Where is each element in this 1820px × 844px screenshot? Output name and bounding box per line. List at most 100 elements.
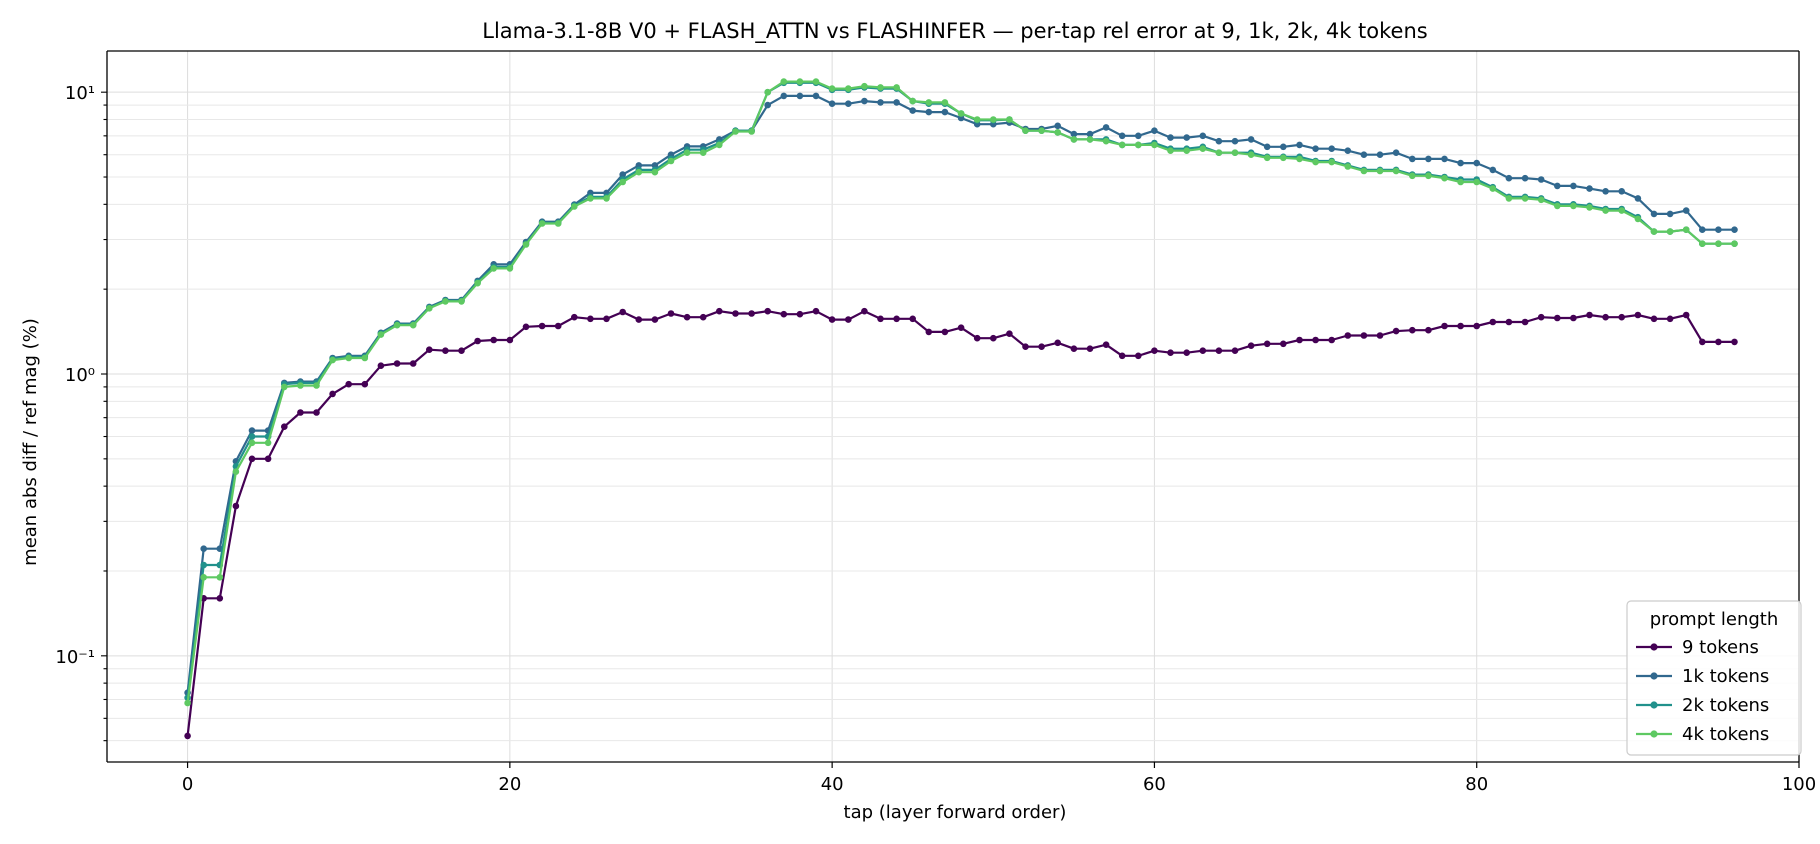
series-point: [828, 100, 836, 107]
series-point: [1682, 226, 1690, 233]
series-point: [1441, 155, 1448, 163]
series-point: [1328, 158, 1335, 166]
series-point: [635, 168, 643, 176]
series-point: [1070, 136, 1078, 143]
series-point: [361, 354, 369, 362]
series-point: [1183, 147, 1190, 154]
series-point: [1489, 185, 1497, 192]
series-point: [1392, 327, 1400, 335]
series-point: [1247, 151, 1255, 158]
series-point: [1263, 143, 1271, 151]
series-point: [216, 595, 224, 602]
series-point: [1086, 136, 1094, 143]
series-point: [796, 92, 804, 100]
series-point: [506, 336, 514, 344]
series-point: [1554, 314, 1561, 322]
series-point: [941, 108, 949, 116]
series-point: [1054, 129, 1061, 136]
series-point: [554, 220, 562, 227]
series-point: [603, 315, 610, 323]
series-point: [522, 323, 530, 331]
series-point: [345, 380, 353, 388]
series-point: [1715, 338, 1722, 346]
series-point: [474, 279, 481, 287]
series-point: [716, 141, 723, 149]
series-point: [651, 168, 659, 176]
series-point: [1247, 342, 1255, 350]
series-point: [377, 331, 385, 338]
series-point: [442, 298, 449, 305]
series-point: [216, 574, 224, 581]
series-point: [1521, 318, 1529, 326]
series-point: [313, 409, 320, 416]
legend-marker-0: [1650, 643, 1658, 651]
series-point: [1102, 137, 1110, 145]
series-point: [409, 321, 417, 329]
series-point: [973, 334, 981, 342]
series-point: [409, 360, 417, 367]
series-point: [248, 439, 256, 447]
series-point: [1537, 196, 1545, 204]
series-point: [845, 100, 852, 107]
series-point: [1135, 352, 1142, 360]
series-point: [667, 157, 675, 165]
legend: prompt length 9 tokens 1k tokens 2k tokens…: [1626, 600, 1802, 756]
grid-lines: [107, 51, 1800, 762]
series-point: [1650, 210, 1658, 218]
series-point: [1521, 174, 1529, 182]
series-point: [925, 99, 933, 106]
series-point: [1392, 149, 1400, 156]
series-point: [1554, 202, 1561, 210]
x-tick-label: 40: [821, 774, 844, 795]
series-point: [796, 78, 804, 85]
series-point: [442, 347, 449, 355]
series-point: [1360, 151, 1368, 158]
legend-marker-1: [1650, 672, 1658, 680]
series-point: [1183, 349, 1190, 357]
series-point: [538, 322, 546, 330]
series-point: [248, 433, 256, 440]
series-point: [990, 116, 997, 123]
series-point: [1038, 343, 1045, 351]
series-point: [1618, 207, 1625, 214]
series-point: [377, 362, 385, 370]
series-point: [1215, 137, 1223, 145]
series-point: [1151, 127, 1158, 134]
series-point: [393, 360, 401, 367]
series-point: [957, 110, 965, 117]
series-point: [990, 334, 997, 342]
series-point: [571, 313, 578, 321]
series-point: [522, 241, 530, 248]
series-point: [571, 203, 578, 210]
series-point: [1022, 343, 1029, 351]
series-point: [1586, 204, 1593, 211]
series-point: [1376, 167, 1384, 175]
series-point: [1151, 347, 1158, 355]
series-point: [1666, 228, 1674, 235]
series-point: [248, 455, 256, 463]
series-point: [732, 310, 739, 317]
series-point: [1505, 174, 1513, 182]
series-point: [200, 545, 207, 552]
series-point: [1215, 347, 1223, 355]
series-point: [248, 427, 256, 434]
series-point: [748, 128, 755, 135]
series-point: [1409, 172, 1416, 180]
series-point: [1731, 240, 1738, 247]
series-point: [1151, 141, 1158, 149]
series-point: [909, 315, 916, 323]
series-point: [812, 78, 820, 85]
series-point: [264, 439, 272, 447]
series-point: [925, 108, 933, 116]
legend-label-0: 9 tokens: [1682, 637, 1759, 658]
series-point: [1489, 166, 1497, 174]
series-point: [1296, 336, 1303, 344]
series-point: [1650, 315, 1658, 323]
series-point: [1231, 137, 1239, 145]
series-point: [1280, 340, 1287, 348]
series-point: [1586, 185, 1593, 192]
series-point: [1473, 322, 1480, 330]
series-point: [1263, 154, 1271, 162]
series-point: [1682, 207, 1690, 214]
